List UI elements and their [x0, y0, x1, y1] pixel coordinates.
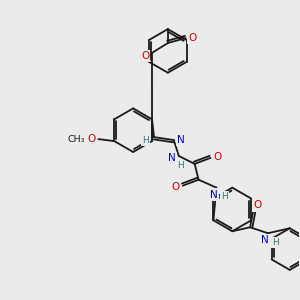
Text: O: O — [213, 152, 221, 162]
Text: H: H — [142, 136, 148, 145]
Text: O: O — [188, 33, 197, 43]
Text: O: O — [172, 182, 180, 192]
Text: O: O — [87, 134, 96, 144]
Text: O: O — [253, 200, 261, 211]
Text: N: N — [261, 235, 269, 245]
Text: H: H — [272, 238, 279, 247]
Text: O: O — [141, 51, 149, 61]
Text: CH₃: CH₃ — [68, 135, 85, 144]
Text: N: N — [210, 190, 217, 200]
Text: H: H — [221, 192, 228, 201]
Text: H: H — [177, 161, 184, 170]
Text: N: N — [177, 135, 184, 145]
Text: N: N — [168, 153, 176, 163]
